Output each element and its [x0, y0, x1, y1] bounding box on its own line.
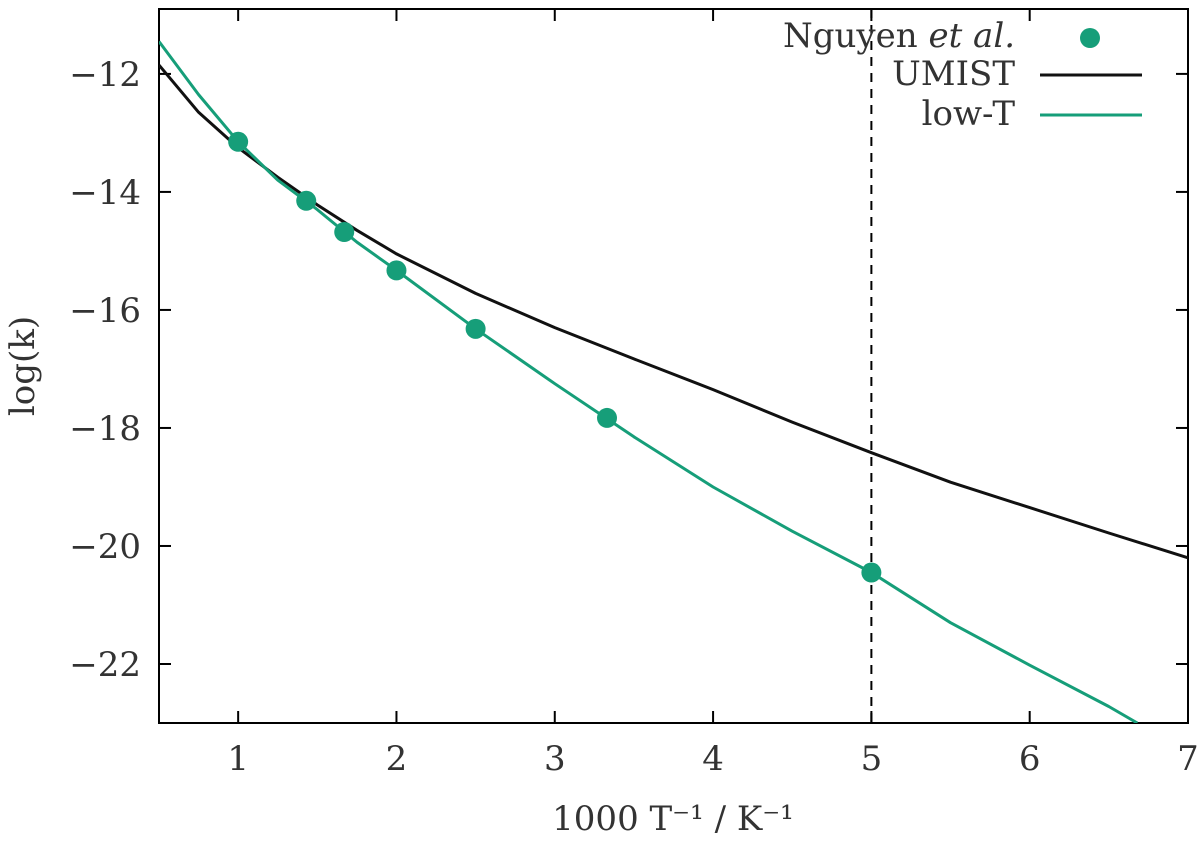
legend-label-umist: UMIST — [892, 54, 1015, 94]
x-tick-label: 7 — [1177, 739, 1199, 779]
y-tick-label: −20 — [69, 527, 141, 567]
y-axis-label: log(k) — [3, 316, 43, 416]
x-tick-label: 1 — [227, 739, 249, 779]
data-point-nguyen — [465, 318, 486, 339]
data-point-nguyen — [597, 407, 618, 428]
series-line-low-t — [159, 40, 1139, 723]
data-point-nguyen — [386, 260, 407, 281]
legend-label-low-t: low-T — [922, 94, 1016, 134]
tick-labels: 1 2 3 4 5 6 7 −12 −14 −16 −18 −20 −22 — [69, 55, 1199, 779]
x-tick-label: 6 — [1019, 739, 1041, 779]
x-tick-label: 2 — [386, 739, 408, 779]
data-point-nguyen — [861, 562, 882, 583]
legend-marker-nguyen — [1080, 28, 1100, 48]
y-tick-label: −18 — [69, 409, 141, 449]
data-point-nguyen — [334, 222, 355, 243]
series-layer — [159, 40, 1188, 723]
data-point-nguyen — [228, 131, 249, 152]
legend-label-nguyen: Nguyen et al. — [783, 16, 1015, 56]
x-axis-label: 1000 T⁻¹ / K⁻¹ — [552, 799, 794, 839]
x-tick-label: 4 — [702, 739, 724, 779]
y-tick-label: −12 — [69, 55, 141, 95]
series-line-umist — [159, 64, 1188, 560]
axis-ticks — [159, 9, 1189, 723]
x-tick-label: 5 — [861, 739, 883, 779]
y-tick-label: −16 — [69, 291, 141, 331]
x-tick-label: 3 — [544, 739, 566, 779]
y-tick-label: −22 — [69, 645, 141, 685]
plot-frame — [158, 8, 1189, 724]
legend: Nguyen et al. UMIST low-T — [783, 16, 1142, 134]
y-tick-label: −14 — [69, 173, 141, 213]
data-point-nguyen — [296, 190, 317, 211]
